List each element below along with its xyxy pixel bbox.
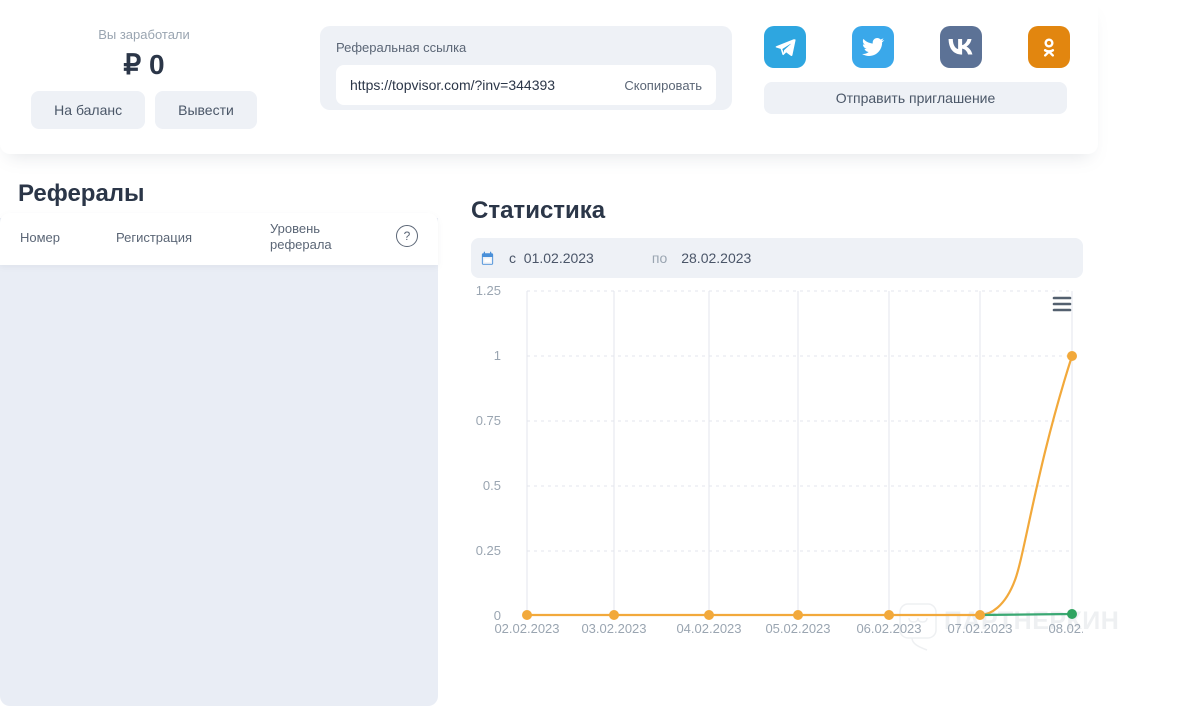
svg-text:08.02....: 08.02....: [1049, 621, 1083, 633]
svg-text:03.02.2023: 03.02.2023: [581, 621, 646, 633]
svg-text:07.02.2023: 07.02.2023: [947, 621, 1012, 633]
svg-text:0.75: 0.75: [476, 413, 501, 428]
svg-text:1: 1: [494, 348, 501, 363]
svg-text:05.02.2023: 05.02.2023: [765, 621, 830, 633]
svg-text:0.25: 0.25: [476, 543, 501, 558]
svg-text:1.25: 1.25: [476, 285, 501, 298]
svg-text:04.02.2023: 04.02.2023: [676, 621, 741, 633]
svg-text:06.02.2023: 06.02.2023: [856, 621, 921, 633]
svg-text:02.02.2023: 02.02.2023: [494, 621, 559, 633]
svg-text:0.5: 0.5: [483, 478, 501, 493]
